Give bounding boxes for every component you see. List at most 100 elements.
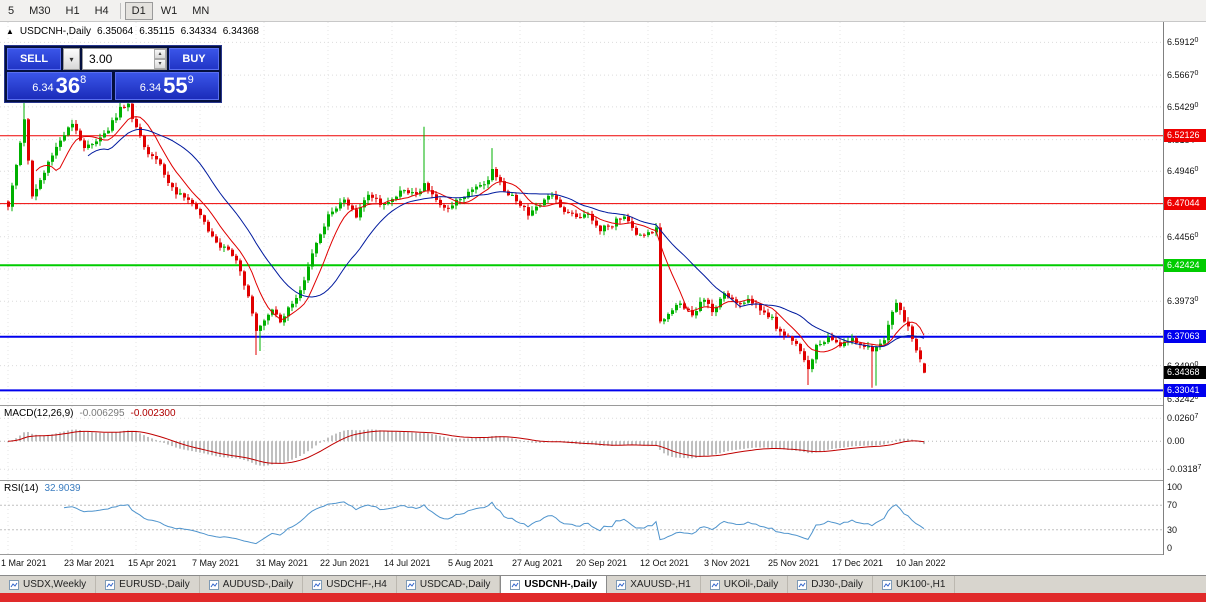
price-tick-label: 6.59120	[1167, 37, 1199, 48]
macd-value-signal: -0.002300	[130, 408, 176, 419]
chart-tab-uk100--h1[interactable]: UK100-,H1	[873, 576, 956, 593]
price-tick-label: 6.32420	[1167, 393, 1199, 404]
timeframe-button-w1[interactable]: W1	[154, 2, 185, 20]
chart-icon	[208, 579, 219, 590]
chart-tab-dj30--daily[interactable]: DJ30-,Daily	[788, 576, 873, 593]
chart-icon	[9, 579, 19, 590]
current-price-tag: 6.34368	[1164, 366, 1206, 380]
date-label: 7 May 2021	[192, 558, 240, 568]
date-label: 14 Jul 2021	[384, 558, 431, 568]
price-tick-label: 30	[1167, 524, 1178, 535]
candlestick-chart[interactable]	[0, 22, 1163, 405]
ohlc-low: 6.34334	[180, 26, 217, 37]
macd-chart	[0, 406, 1163, 480]
time-axis[interactable]: 1 Mar 2021 23 Mar 2021 15 Apr 2021 7 May 20…	[0, 555, 1163, 575]
sell-price-button[interactable]: 6.34 36 8	[7, 72, 112, 100]
ohlc-close: 6.34368	[222, 26, 259, 37]
tab-label: USDCHF-,H4	[326, 579, 387, 590]
price-tick-label: 0.02607	[1167, 413, 1199, 424]
macd-name: MACD(12,26,9)	[4, 408, 74, 419]
macd-indicator-panel[interactable]: MACD(12,26,9) -0.006295 -0.002300	[0, 406, 1163, 480]
chart-icon	[616, 579, 627, 590]
panel-splitter[interactable]	[0, 480, 1206, 481]
hline-price-tag: 6.42424	[1164, 258, 1206, 272]
price-tick-label: 70	[1167, 500, 1178, 511]
order-options-dropdown-button[interactable]: ▾	[63, 48, 80, 70]
timeframe-button-m30[interactable]: M30	[22, 2, 57, 20]
volume-down-button[interactable]: ▾	[154, 59, 166, 69]
panel-splitter	[0, 554, 1206, 555]
volume-up-button[interactable]: ▴	[154, 49, 166, 59]
rsi-name: RSI(14)	[4, 483, 39, 494]
rsi-label: RSI(14) 32.9039	[4, 483, 81, 494]
one-click-toggle-icon[interactable]: ▲	[6, 27, 14, 36]
price-tick-label: 6.34900	[1167, 360, 1199, 371]
chart-tab-usdcad--daily[interactable]: USDCAD-,Daily	[397, 576, 501, 593]
chart-tab-eurusd--daily[interactable]: EURUSD-,Daily	[96, 576, 200, 593]
chart-ohlc-header: ▲ USDCNH-,Daily 6.35064 6.35115 6.34334 …	[6, 26, 259, 37]
one-click-trading-panel: SELL ▾ ▴ ▾ BUY 6.34 36 8 6.3	[4, 45, 222, 103]
buy-price-prefix: 6.34	[139, 82, 162, 94]
chart-icon	[510, 579, 521, 590]
rsi-indicator-panel[interactable]: RSI(14) 32.9039	[0, 481, 1163, 554]
chart-tab-usdx-weekly[interactable]: USDX,Weekly	[0, 576, 97, 593]
timeframe-button-d1[interactable]: D1	[124, 1, 153, 20]
date-label: 17 Dec 2021	[832, 558, 884, 568]
date-label: 5 Aug 2021	[448, 558, 494, 568]
chevron-down-icon: ▾	[158, 60, 162, 67]
hline-price-tag: 6.52126	[1164, 129, 1206, 143]
alert-strip	[0, 593, 1206, 602]
price-axis[interactable]: 6.591206.566706.542906.518406.494606.445…	[1163, 22, 1206, 555]
price-tick-label: 6.49460	[1167, 166, 1199, 177]
timeframe-toolbar: 5 M30 H1 H4 D1 W1 MN	[0, 0, 1206, 22]
timeframe-button-h1[interactable]: H1	[59, 2, 87, 20]
volume-spinner: ▴ ▾	[154, 49, 166, 69]
date-label: 15 Apr 2021	[128, 558, 177, 568]
timeframe-button-mn[interactable]: MN	[185, 2, 216, 20]
panel-splitter[interactable]	[0, 405, 1206, 406]
price-tick-label: 0	[1167, 543, 1173, 553]
timeframe-button-h4[interactable]: H4	[88, 2, 116, 20]
rsi-chart	[0, 481, 1163, 554]
chart-tab-usdcnh--daily[interactable]: USDCNH-,Daily	[500, 576, 608, 593]
tab-label: AUDUSD-,Daily	[222, 579, 294, 590]
chart-tabs-bar: USDX,Weekly EURUSD-,Daily AUDUSD-,Daily USD…	[0, 575, 1206, 593]
date-label: 22 Jun 2021	[320, 558, 370, 568]
date-label: 31 May 2021	[256, 558, 309, 568]
chart-tab-xauusd--h1[interactable]: XAUUSD-,H1	[607, 576, 701, 593]
chart-icon	[797, 579, 808, 590]
toolbar-separator	[119, 2, 121, 19]
price-tick-label: 0.00	[1167, 436, 1185, 447]
chart-tab-audusd--daily[interactable]: AUDUSD-,Daily	[200, 576, 304, 593]
price-tick-label: -0.03187	[1167, 464, 1202, 475]
chart-icon	[881, 579, 892, 590]
tab-label: UKOil-,Daily	[723, 579, 779, 590]
date-label: 25 Nov 2021	[768, 558, 820, 568]
tab-label: USDX,Weekly	[23, 579, 87, 590]
tab-label: XAUUSD-,H1	[630, 579, 691, 590]
ohlc-open: 6.35064	[97, 26, 134, 37]
chart-icon	[709, 579, 720, 590]
chevron-up-icon: ▴	[158, 50, 162, 57]
timeframe-button-5[interactable]: 5	[1, 2, 21, 20]
chevron-down-icon: ▾	[69, 54, 74, 64]
chart-panel[interactable]: ▲ USDCNH-,Daily 6.35064 6.35115 6.34334 …	[0, 22, 1163, 405]
tab-label: DJ30-,Daily	[811, 579, 863, 590]
date-label: 10 Jan 2022	[896, 558, 946, 568]
rsi-value: 32.9039	[44, 483, 81, 494]
date-label: 1 Mar 2021	[1, 558, 47, 568]
chart-tab-ukoil--daily[interactable]: UKOil-,Daily	[701, 576, 789, 593]
hline-price-tag: 6.37063	[1164, 330, 1206, 344]
sell-button[interactable]: SELL	[7, 48, 61, 70]
sell-price-big: 36	[55, 73, 81, 98]
chart-tab-usdchf--h4[interactable]: USDCHF-,H4	[303, 576, 397, 593]
volume-input[interactable]	[83, 49, 154, 69]
chart-icon	[312, 579, 323, 590]
price-tick-label: 6.56670	[1167, 70, 1199, 81]
buy-price-button[interactable]: 6.34 55 9	[114, 72, 219, 100]
buy-button[interactable]: BUY	[169, 48, 219, 70]
date-label: 27 Aug 2021	[512, 558, 563, 568]
macd-value-main: -0.006295	[79, 408, 125, 419]
volume-field: ▴ ▾	[82, 48, 167, 70]
